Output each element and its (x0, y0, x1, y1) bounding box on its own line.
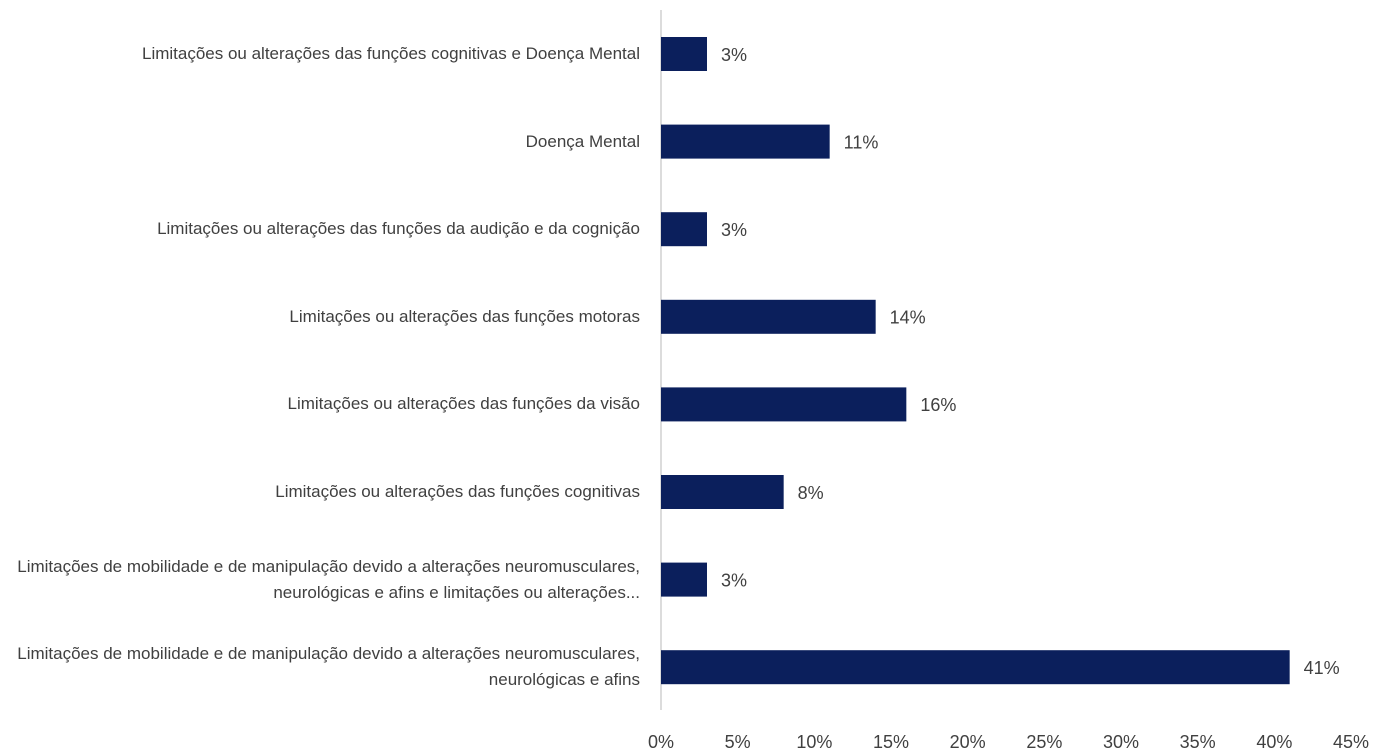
x-tick-label: 40% (1256, 732, 1292, 752)
value-label: 3% (721, 45, 747, 65)
y-tick-label: Limitações de mobilidade e de manipulaçã… (17, 556, 640, 602)
value-label: 8% (798, 483, 824, 503)
x-tick-label: 5% (725, 732, 751, 752)
y-tick-label: Doença Mental (525, 131, 640, 151)
y-tick-label: Limitações ou alterações das funções cog… (275, 482, 640, 501)
bar (661, 299, 876, 334)
x-tick-label: 35% (1180, 732, 1216, 752)
y-tick-label: Limitações de mobilidade e de manipulaçã… (17, 644, 640, 690)
value-label: 11% (844, 132, 879, 152)
value-label: 14% (890, 308, 926, 328)
y-tick-label: Limitações ou alterações das funções da … (157, 219, 640, 239)
y-tick-label: Limitações ou alterações das funções mot… (289, 306, 640, 326)
x-tick-label: 0% (648, 732, 674, 752)
x-tick-label: 20% (950, 732, 986, 752)
value-label: 41% (1304, 658, 1340, 678)
bar (661, 212, 707, 247)
bar (661, 124, 830, 159)
bar (661, 37, 707, 71)
y-tick-label: Limitações ou alterações das funções da … (287, 394, 640, 414)
x-tick-label: 10% (796, 732, 832, 752)
bar (661, 387, 907, 422)
value-label: 16% (920, 395, 956, 415)
x-tick-label: 30% (1103, 732, 1139, 752)
value-label: 3% (721, 570, 747, 590)
value-label: 3% (721, 220, 747, 240)
bar (661, 562, 707, 597)
bar (661, 650, 1290, 685)
x-tick-label: 45% (1333, 732, 1369, 752)
y-tick-label: Limitações ou alterações das funções cog… (141, 44, 640, 63)
x-tick-label: 25% (1026, 732, 1062, 752)
x-tick-label: 15% (873, 732, 909, 752)
bar (661, 475, 784, 509)
